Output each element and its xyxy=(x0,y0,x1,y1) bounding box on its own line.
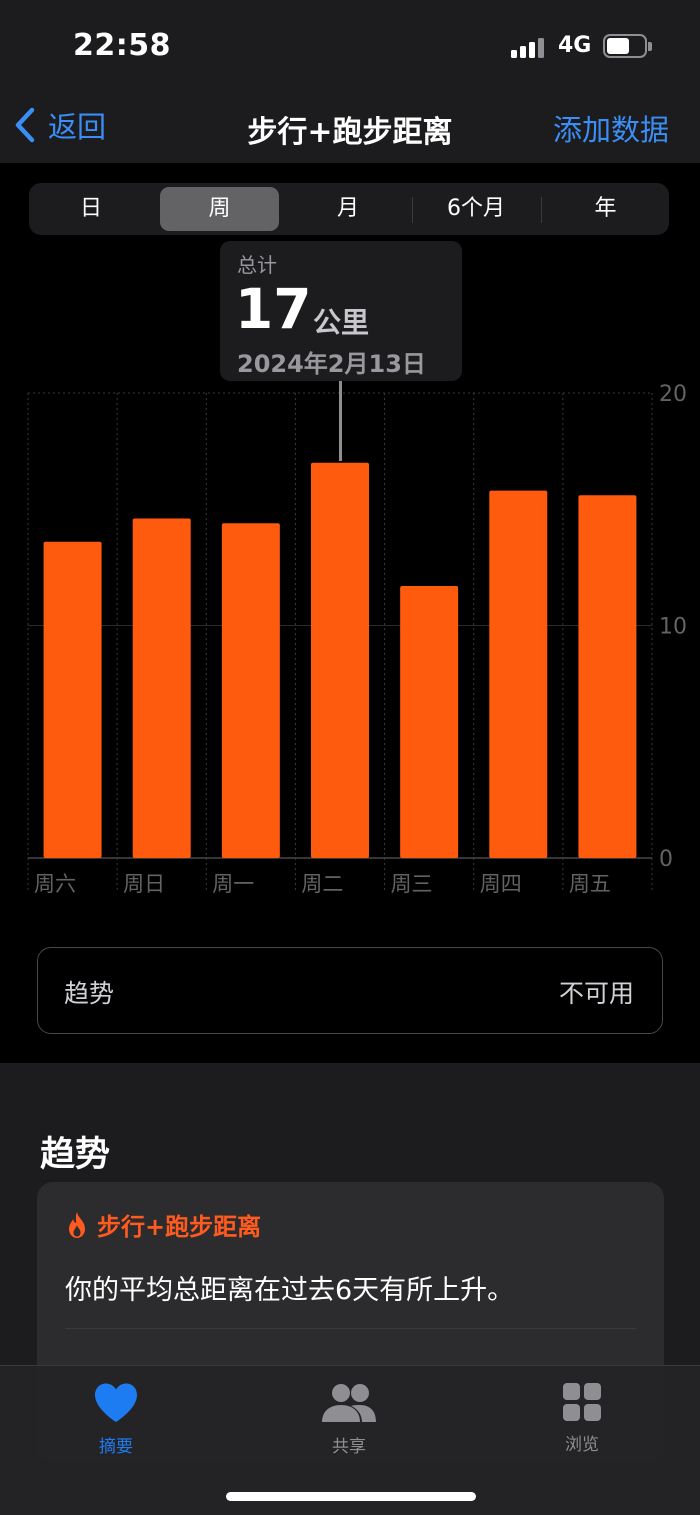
status-bar: 22:58 4G xyxy=(0,0,700,95)
navigation-bar: 返回 步行+跑步距离 添加数据 xyxy=(0,95,700,163)
segment-day[interactable]: 日 xyxy=(79,196,102,221)
tab-label: 共享 xyxy=(332,1437,366,1457)
segment-six-months[interactable]: 6个月 xyxy=(447,196,505,221)
flame-icon xyxy=(69,1211,85,1238)
tab-label: 摘要 xyxy=(99,1437,133,1457)
x-tick-label: 周日 xyxy=(123,872,165,896)
period-segmented-control: 日 周 月 6个月 年 xyxy=(29,183,669,235)
tab-summary[interactable]: 摘要 xyxy=(56,1382,176,1457)
tab-browse[interactable]: 浏览 xyxy=(522,1382,642,1455)
x-tick-label: 周三 xyxy=(391,872,433,896)
tab-bar: 摘要 共享 浏览 xyxy=(0,1365,700,1515)
chart-section: 日 周 月 6个月 年 20 10 0 周六 周日 周一 周二 周三 周四 周五 总计 17 公里… xyxy=(0,163,700,1063)
cellular-signal-icon xyxy=(511,36,547,58)
status-time: 22:58 xyxy=(73,28,171,63)
battery-tip xyxy=(648,42,652,51)
card-description: 你的平均总距离在过去6天有所上升。 xyxy=(65,1275,515,1306)
trend-row-label: 趋势 xyxy=(64,979,115,1008)
x-tick-label: 周六 xyxy=(34,872,76,896)
card-divider xyxy=(65,1328,636,1329)
add-data-button[interactable]: 添加数据 xyxy=(552,113,669,147)
x-tick-label: 周二 xyxy=(301,872,343,896)
page-title: 步行+跑步距离 xyxy=(247,115,453,150)
segment-divider xyxy=(412,197,413,223)
tab-label: 浏览 xyxy=(565,1435,599,1455)
trend-row-value: 不可用 xyxy=(558,979,634,1008)
y-tick-label: 20 xyxy=(659,382,687,407)
callout-unit: 公里 xyxy=(313,306,370,339)
tab-sharing[interactable]: 共享 xyxy=(289,1382,409,1457)
chevron-left-icon xyxy=(15,107,35,143)
callout-stem xyxy=(339,381,342,461)
callout-value: 17 xyxy=(235,277,312,341)
bar-周二 xyxy=(311,462,369,858)
trend-status-row[interactable]: 趋势 不可用 xyxy=(37,947,663,1034)
x-tick-label: 周四 xyxy=(480,872,522,896)
callout-date: 2024年2月13日 xyxy=(237,350,426,378)
network-type: 4G xyxy=(558,33,592,58)
back-label: 返回 xyxy=(48,110,107,144)
segment-year[interactable]: 年 xyxy=(594,196,617,221)
y-tick-label: 0 xyxy=(659,847,673,872)
bar-周日 xyxy=(132,518,191,858)
selection-callout: 总计 17 公里 2024年2月13日 xyxy=(220,241,462,381)
callout-label: 总计 xyxy=(237,253,277,277)
y-tick-label: 10 xyxy=(659,615,687,640)
bar-周四 xyxy=(489,490,548,858)
card-title-label: 步行+跑步距离 xyxy=(97,1213,262,1241)
x-tick-label: 周五 xyxy=(569,872,611,896)
segment-week[interactable]: 周 xyxy=(160,187,279,231)
x-tick-label: 周一 xyxy=(212,872,254,896)
back-button[interactable]: 返回 xyxy=(14,103,106,147)
heart-icon xyxy=(95,1383,137,1422)
segment-month[interactable]: 月 xyxy=(336,196,359,221)
battery-icon xyxy=(603,34,647,58)
bar-周六 xyxy=(43,541,102,858)
home-indicator xyxy=(226,1492,476,1501)
trends-heading: 趋势 xyxy=(40,1135,111,1175)
bar-周一 xyxy=(221,523,280,858)
card-title: 步行+跑步距离 xyxy=(65,1207,261,1242)
segment-divider xyxy=(541,197,542,223)
grid-icon xyxy=(563,1383,601,1421)
people-icon xyxy=(322,1384,376,1422)
bar-周五 xyxy=(578,495,637,858)
bar-周三 xyxy=(400,585,459,858)
